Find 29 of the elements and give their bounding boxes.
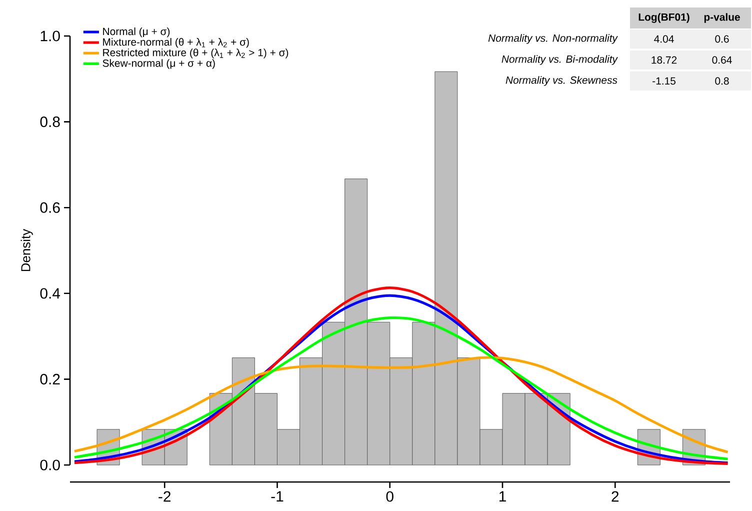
x-tick-label: 2: [612, 491, 619, 502]
y-tick-label: 0.0: [40, 460, 60, 470]
legend-label: Restricted mixture (θ + (λ$_{1}$ + λ$_{2}$ > 1) + σ): [103, 48, 288, 58]
y-axis-title: Density: [20, 228, 33, 272]
annotation: Normality vs. Skewness: [506, 76, 618, 86]
line-series: [73, 316, 730, 460]
annotation: 0.6: [715, 35, 729, 43]
text: p-value: [704, 13, 740, 23]
y-tick-label: 0.8: [40, 116, 60, 128]
x-tick-label: -1: [271, 491, 284, 502]
line-series: [73, 356, 730, 454]
annotation: -1.15: [652, 77, 676, 85]
legend-label: Skew-normal (μ + σ + α): [102, 59, 215, 69]
annotation: 18.72: [652, 56, 677, 64]
text: Log(BF01): [638, 13, 690, 23]
annotation: 0.8: [715, 77, 729, 85]
x-tick-label: -2: [158, 491, 171, 502]
x-tick-label: 0: [386, 491, 394, 502]
y-tick-label: 1.0: [40, 30, 60, 42]
annotation: Normality vs. Non-normality: [488, 34, 618, 44]
annotation: 4.04: [654, 35, 674, 43]
legend-label: Mixture-normal (θ + λ$_{1}$ + λ$_{2}$ + σ): [103, 38, 249, 48]
y-tick-label: 0.2: [40, 374, 60, 384]
legend-label: Normal (μ + σ): [103, 27, 170, 38]
x-tick-label: 1: [499, 491, 506, 502]
y-tick-label: 0.4: [40, 288, 60, 299]
annotation: Normality vs. Bi-modality: [502, 55, 618, 65]
y-tick-label: 0.6: [40, 202, 60, 213]
annotation: 0.64: [712, 56, 732, 64]
